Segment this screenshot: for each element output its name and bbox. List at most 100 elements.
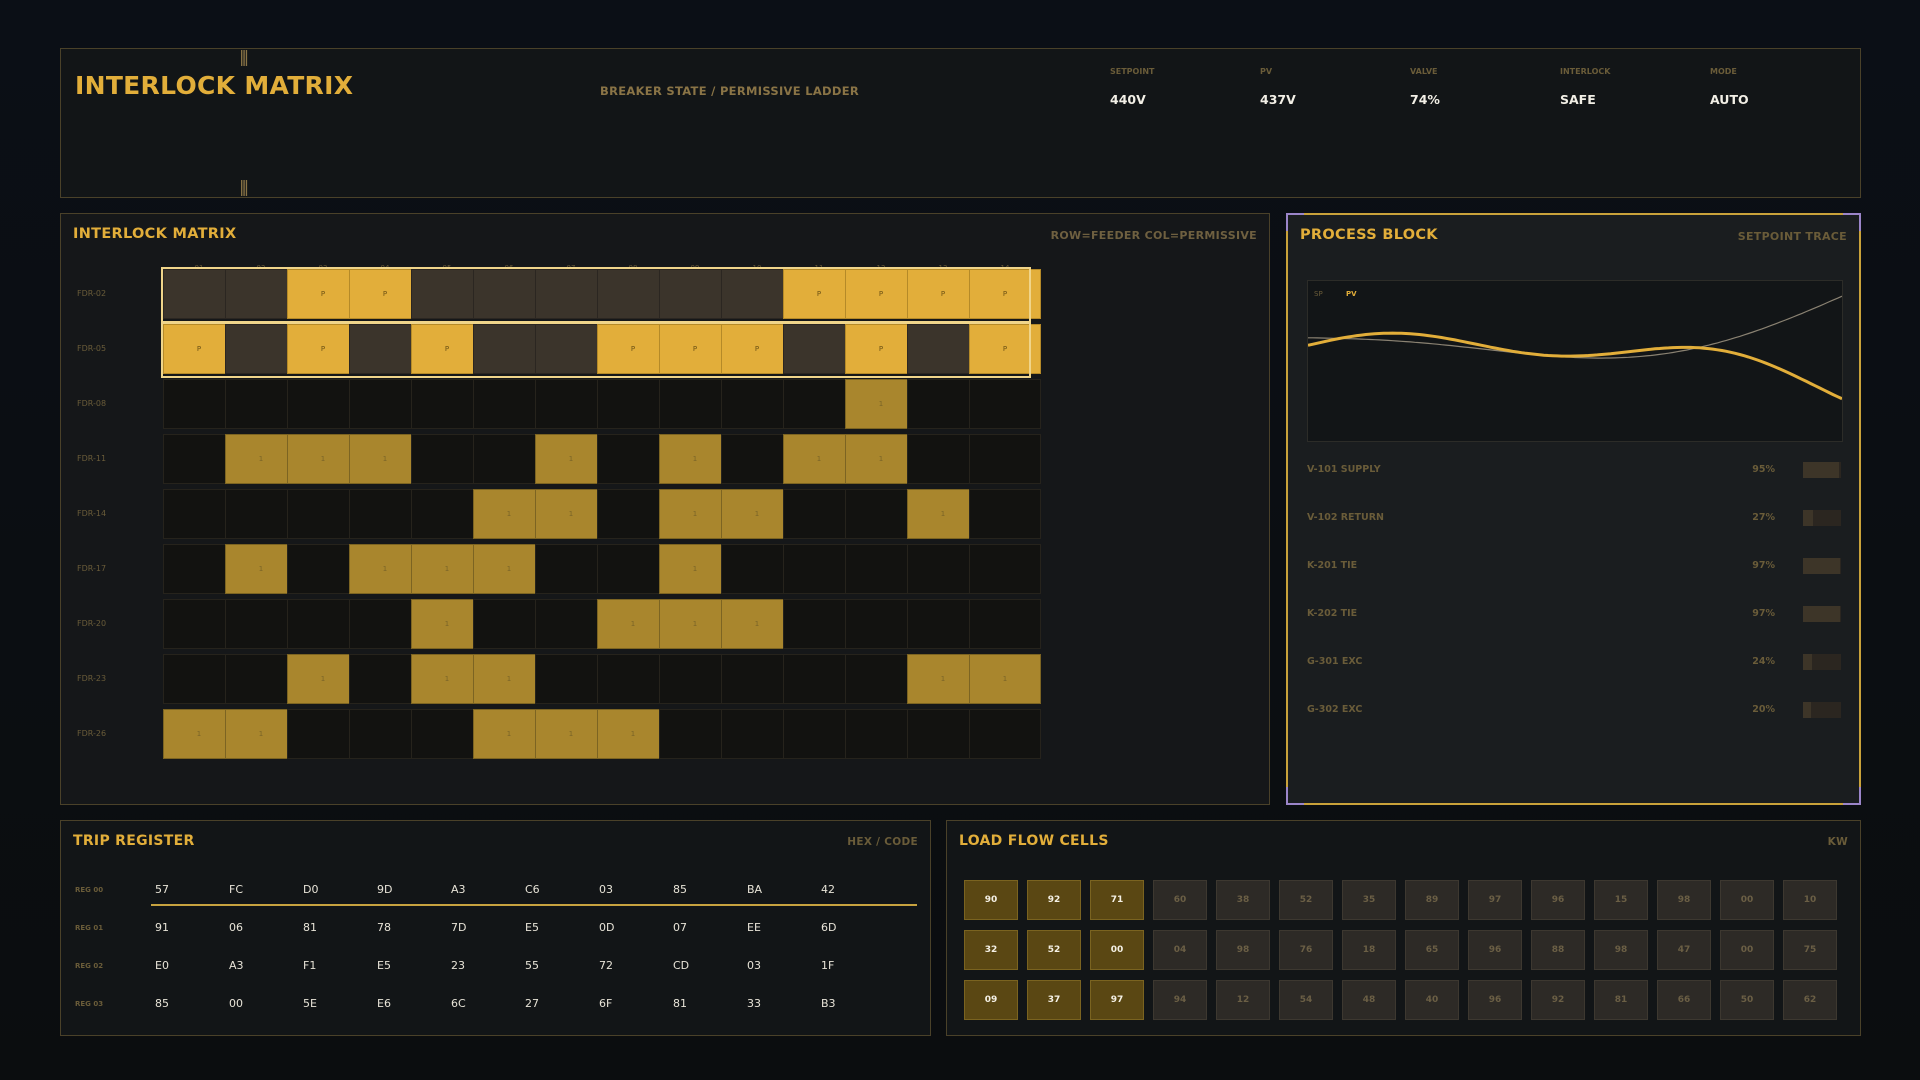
load-cell[interactable]: 50 [1720, 980, 1774, 1020]
matrix-cell[interactable] [721, 709, 793, 759]
matrix-cell[interactable] [349, 599, 421, 649]
matrix-cell[interactable] [473, 269, 545, 319]
matrix-cell[interactable] [907, 379, 979, 429]
matrix-cell[interactable]: 1 [907, 489, 979, 539]
load-cell[interactable]: 40 [1405, 980, 1459, 1020]
matrix-cell[interactable] [535, 324, 607, 374]
matrix-cell[interactable]: P [659, 324, 731, 374]
load-cell[interactable]: 62 [1783, 980, 1837, 1020]
matrix-cell[interactable]: 1 [969, 654, 1041, 704]
matrix-cell[interactable] [597, 489, 669, 539]
matrix-cell[interactable] [349, 379, 421, 429]
matrix-cell[interactable]: 1 [659, 489, 731, 539]
matrix-cell[interactable] [597, 269, 669, 319]
matrix-cell[interactable] [287, 709, 359, 759]
matrix-cell[interactable]: 1 [845, 379, 917, 429]
matrix-cell[interactable]: 1 [535, 434, 607, 484]
matrix-cell[interactable] [163, 654, 235, 704]
load-cell[interactable]: 96 [1468, 930, 1522, 970]
matrix-cell[interactable] [411, 379, 483, 429]
matrix-cell[interactable]: 1 [225, 544, 297, 594]
matrix-cell[interactable] [349, 709, 421, 759]
matrix-cell[interactable]: 1 [225, 434, 297, 484]
matrix-cell[interactable]: P [287, 324, 359, 374]
load-cell[interactable]: 18 [1342, 930, 1396, 970]
matrix-cell[interactable] [907, 544, 979, 594]
matrix-cell[interactable] [783, 654, 855, 704]
matrix-cell[interactable] [969, 599, 1041, 649]
matrix-cell[interactable] [473, 379, 545, 429]
load-cell[interactable]: 60 [1153, 880, 1207, 920]
matrix-cell[interactable] [721, 544, 793, 594]
load-cell[interactable]: 96 [1468, 980, 1522, 1020]
matrix-cell[interactable]: P [969, 324, 1041, 374]
load-cell[interactable]: 00 [1090, 930, 1144, 970]
matrix-cell[interactable] [287, 379, 359, 429]
matrix-cell[interactable] [783, 379, 855, 429]
matrix-cell[interactable] [163, 434, 235, 484]
load-cell[interactable]: 98 [1216, 930, 1270, 970]
matrix-cell[interactable] [659, 269, 731, 319]
load-cell[interactable]: 97 [1468, 880, 1522, 920]
matrix-cell[interactable] [721, 379, 793, 429]
load-cell[interactable]: 76 [1279, 930, 1333, 970]
matrix-cell[interactable] [535, 599, 607, 649]
load-cell[interactable]: 48 [1342, 980, 1396, 1020]
matrix-cell[interactable] [969, 434, 1041, 484]
load-cell[interactable]: 88 [1531, 930, 1585, 970]
matrix-cell[interactable] [845, 654, 917, 704]
matrix-cell[interactable]: 1 [659, 434, 731, 484]
matrix-cell[interactable] [287, 544, 359, 594]
matrix-cell[interactable] [349, 324, 421, 374]
matrix-cell[interactable]: P [287, 269, 359, 319]
matrix-cell[interactable] [783, 599, 855, 649]
matrix-cell[interactable]: 1 [907, 654, 979, 704]
matrix-cell[interactable] [163, 489, 235, 539]
matrix-cell[interactable] [163, 269, 235, 319]
matrix-cell[interactable]: 1 [473, 654, 545, 704]
matrix-cell[interactable] [411, 434, 483, 484]
load-cell[interactable]: 47 [1657, 930, 1711, 970]
matrix-cell[interactable]: 1 [163, 709, 235, 759]
load-cell[interactable]: 12 [1216, 980, 1270, 1020]
matrix-cell[interactable] [659, 654, 731, 704]
matrix-cell[interactable] [597, 544, 669, 594]
matrix-cell[interactable] [349, 489, 421, 539]
matrix-cell[interactable]: 1 [473, 709, 545, 759]
matrix-cell[interactable] [907, 324, 979, 374]
matrix-cell[interactable] [163, 544, 235, 594]
matrix-cell[interactable] [535, 269, 607, 319]
load-cell[interactable]: 00 [1720, 930, 1774, 970]
load-cell[interactable]: 98 [1594, 930, 1648, 970]
load-cell[interactable]: 09 [964, 980, 1018, 1020]
matrix-cell[interactable]: 1 [349, 434, 421, 484]
matrix-cell[interactable]: 1 [411, 654, 483, 704]
matrix-cell[interactable] [783, 544, 855, 594]
load-cell[interactable]: 71 [1090, 880, 1144, 920]
load-cell[interactable]: 37 [1027, 980, 1081, 1020]
load-cell[interactable]: 15 [1594, 880, 1648, 920]
matrix-cell[interactable]: 1 [287, 434, 359, 484]
matrix-cell[interactable] [411, 269, 483, 319]
matrix-cell[interactable]: 1 [597, 709, 669, 759]
matrix-cell[interactable]: P [783, 269, 855, 319]
load-cell[interactable]: 97 [1090, 980, 1144, 1020]
load-cell[interactable]: 52 [1279, 880, 1333, 920]
matrix-cell[interactable] [535, 379, 607, 429]
matrix-cell[interactable] [783, 324, 855, 374]
matrix-cell[interactable]: 1 [411, 599, 483, 649]
load-cell[interactable]: 52 [1027, 930, 1081, 970]
load-cell[interactable]: 94 [1153, 980, 1207, 1020]
load-cell[interactable]: 92 [1027, 880, 1081, 920]
matrix-cell[interactable] [969, 489, 1041, 539]
matrix-cell[interactable]: 1 [287, 654, 359, 704]
load-cell[interactable]: 75 [1783, 930, 1837, 970]
matrix-cell[interactable] [721, 654, 793, 704]
load-cell[interactable]: 00 [1720, 880, 1774, 920]
matrix-cell[interactable]: 1 [783, 434, 855, 484]
matrix-cell[interactable] [659, 709, 731, 759]
load-cell[interactable]: 81 [1594, 980, 1648, 1020]
matrix-cell[interactable] [721, 434, 793, 484]
matrix-cell[interactable] [597, 654, 669, 704]
matrix-cell[interactable]: 1 [535, 709, 607, 759]
